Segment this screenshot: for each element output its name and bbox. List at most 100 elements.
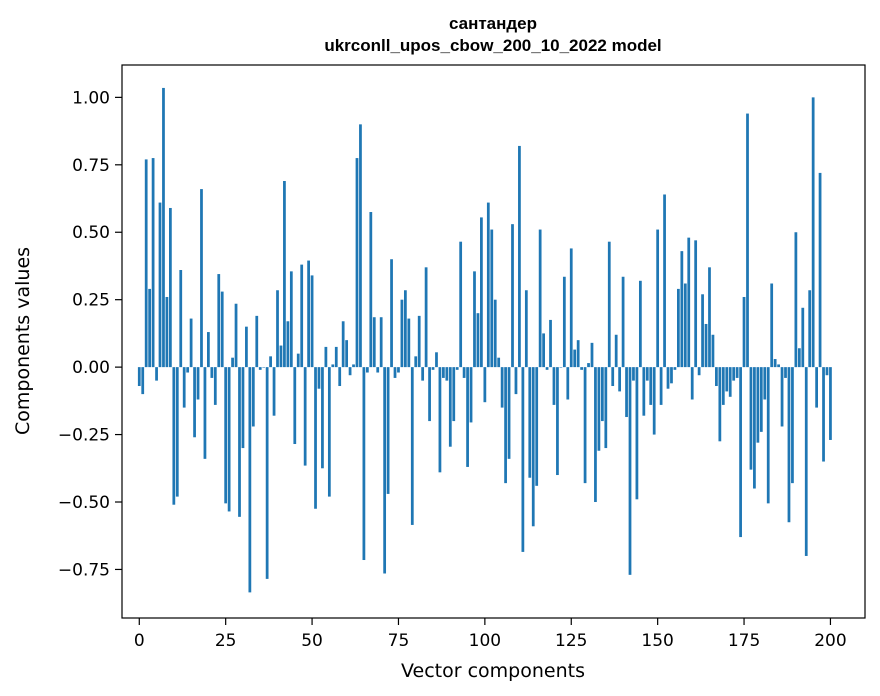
bar [531,367,535,527]
bar [283,181,286,368]
bar [189,318,193,368]
bar [822,367,825,462]
bar [400,299,404,368]
bar [148,288,152,368]
bar [182,367,186,408]
bar [379,317,383,368]
bar [597,367,601,451]
bar [511,224,514,368]
bar [476,313,480,368]
bar [604,367,608,449]
bar [777,364,780,368]
bar [403,290,407,368]
bar [169,207,172,368]
bar [245,326,248,368]
bar [448,367,452,447]
bar [569,248,573,368]
bar [808,290,812,368]
y-tick-label: −0.75 [58,560,110,580]
bar [231,357,234,368]
bar [711,334,715,368]
bar [538,229,542,368]
bar [728,367,732,397]
bar [331,364,335,368]
bar [352,364,355,368]
bar [321,367,324,469]
x-axis-label: Vector components [401,660,585,682]
bar [393,367,397,378]
x-axis-ticks: 0 25 50 75 100 125 150 175 200 [134,618,847,651]
bar [521,367,525,552]
bar [791,367,794,484]
bar [701,294,704,368]
bar [611,367,615,387]
bar [621,276,625,368]
bar [203,367,207,459]
bar [279,345,283,368]
bar [466,367,469,467]
bar [573,349,577,368]
bar [438,367,442,473]
bar [455,367,459,370]
bar [286,321,290,368]
bar [666,367,670,389]
bar [251,367,255,427]
bar [276,290,279,368]
bar [556,367,559,476]
bar [787,367,791,523]
bar [151,158,155,368]
bar [234,303,238,368]
bar [493,299,497,368]
bar [359,124,362,368]
bar [255,315,259,368]
bar [220,291,224,368]
bar [238,367,241,517]
bar [801,307,805,368]
bar [307,260,310,368]
bar [348,367,352,376]
bar [715,367,718,387]
bar [780,367,784,427]
bar [794,232,798,368]
bar [628,367,632,575]
bar [193,367,196,438]
bar [642,367,646,416]
bar [708,267,711,368]
bar [207,332,210,368]
bar [583,367,587,484]
bar [417,315,421,368]
bar [680,251,684,368]
bar [459,241,463,368]
bar [732,367,736,381]
bar [638,280,642,368]
bar [735,367,739,378]
bar [210,367,214,378]
bar [338,367,342,387]
bar [580,367,583,370]
bar [452,367,456,422]
x-tick-label: 50 [301,631,323,651]
bar [759,367,763,432]
bar [369,212,373,368]
bar [524,290,528,368]
bar [172,367,176,505]
bar [770,283,774,368]
bar [542,333,545,368]
bar [562,276,566,368]
y-tick-label: 1.00 [72,88,110,108]
bar [462,367,466,378]
bar [829,367,832,440]
bar [410,367,414,525]
bar [397,367,400,373]
bar [625,367,628,418]
bar [179,270,183,368]
x-tick-label: 25 [215,631,237,651]
bar [507,367,511,459]
x-tick-label: 75 [388,631,410,651]
bar [504,367,507,484]
bar [137,367,141,387]
bar [390,259,393,368]
bar [262,367,266,368]
bar [310,275,314,368]
